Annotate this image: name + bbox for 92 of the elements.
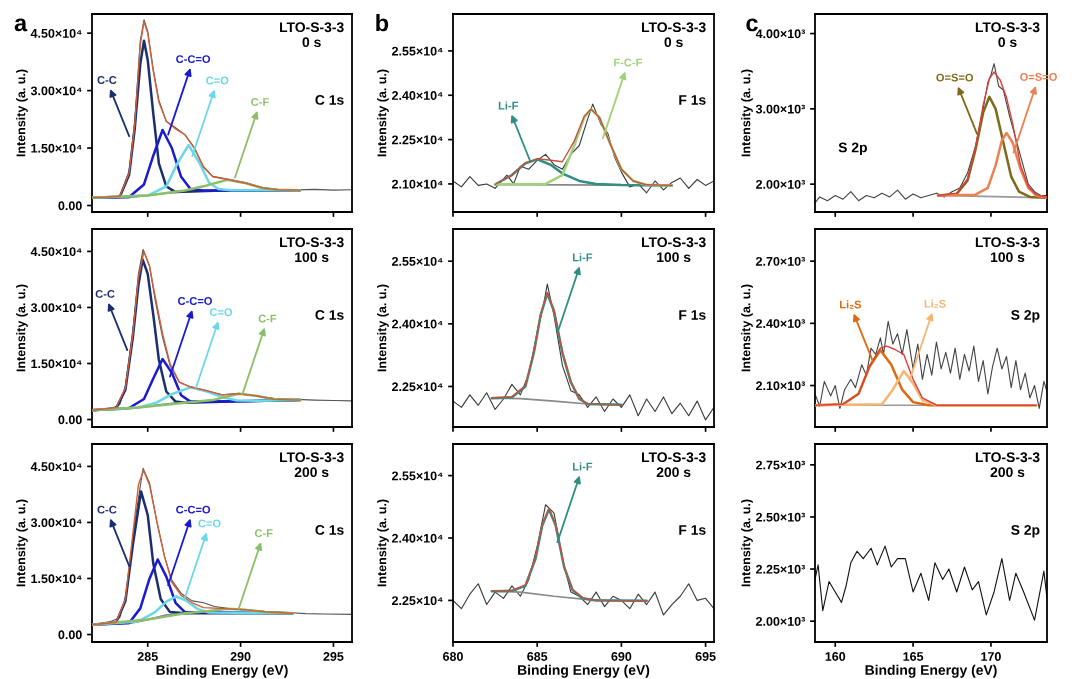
- y-tick-label: 2.10×10⁴: [392, 179, 443, 189]
- x-tick-label: 160: [825, 652, 846, 661]
- x-tick-label: 685: [527, 652, 548, 661]
- annotation: Li-F: [572, 462, 593, 471]
- y-tick-label: 2.25×10³: [756, 564, 806, 574]
- annotation: C=O: [206, 76, 229, 85]
- y-axis-title: Intensity (a. u.): [377, 499, 389, 587]
- y-axis-title: Intensity (a. u.): [377, 284, 389, 372]
- y-tick-label: 2.55×10⁴: [392, 471, 443, 481]
- y-axis-title: Intensity (a. u.): [741, 284, 753, 372]
- annotation: F 1s: [679, 310, 706, 320]
- annotation: O=S=O: [936, 73, 974, 82]
- annotation: C 1s: [315, 310, 344, 320]
- annotation: LTO-S-3-3 200 s: [642, 452, 706, 478]
- y-tick-label: 2.40×10³: [756, 319, 806, 328]
- annotation: LTO-S-3-3 0 s: [975, 22, 1040, 48]
- y-tick-label: 2.55×10⁴: [392, 46, 443, 56]
- annotation: Li-F: [498, 101, 519, 110]
- x-axis-title: Binding Energy (eV): [156, 664, 288, 678]
- x-tick-label: 695: [695, 652, 716, 661]
- y-tick-label: 2.10×10³: [756, 381, 806, 391]
- x-tick-label: 285: [137, 652, 158, 661]
- annotation: S 2p: [1011, 525, 1040, 538]
- chart-title: a: [14, 18, 28, 32]
- y-tick-label: 4.50×10⁴: [30, 28, 82, 38]
- annotation: LTO-S-3-3 100 s: [975, 237, 1040, 263]
- annotation: F 1s: [679, 95, 706, 105]
- y-tick-label: 4.50×10⁴: [30, 247, 82, 257]
- y-tick-label: 2.40×10⁴: [392, 533, 443, 543]
- y-tick-label: 2.25×10⁴: [392, 596, 443, 606]
- annotation: C-C=O: [178, 297, 212, 305]
- chart-title: b: [376, 14, 389, 32]
- annotation: LTO-S-3-3 0 s: [642, 22, 706, 48]
- annotation: C-F: [258, 314, 277, 323]
- annotation: S 2p: [1011, 310, 1040, 323]
- y-tick-label: 0.00: [58, 630, 82, 640]
- y-tick-label: 1.50×10⁴: [31, 359, 82, 369]
- annotation: C-C: [97, 76, 117, 84]
- y-tick-label: 2.25×10⁴: [392, 135, 443, 145]
- y-tick-label: 2.00×10³: [756, 179, 806, 189]
- y-tick-label: 0.00: [58, 415, 82, 425]
- annotation: C 1s: [315, 525, 344, 535]
- annotation: C-C=O: [176, 55, 211, 63]
- y-tick-label: 2.00×10³: [756, 616, 806, 626]
- y-tick-label: 2.40×10⁴: [392, 91, 443, 100]
- y-tick-label: 1.50×10⁴: [31, 574, 82, 584]
- y-tick-label: 2.75×10³: [756, 460, 806, 470]
- y-tick-label: 1.50×10⁴: [31, 143, 82, 153]
- y-tick-label: 2.50×10³: [756, 512, 806, 522]
- annotation: C=O: [209, 308, 233, 317]
- annotation: Li₂S: [840, 300, 862, 309]
- y-tick-label: 2.40×10⁴: [392, 319, 443, 329]
- annotation: C-C: [97, 505, 117, 514]
- x-axis-title: Binding Energy (eV): [518, 664, 650, 678]
- annotation: LTO-S-3-3 200 s: [975, 452, 1040, 478]
- annotation: F 1s: [679, 525, 706, 535]
- y-tick-label: 3.00×10⁴: [30, 303, 82, 313]
- annotation: C-F: [251, 98, 269, 106]
- y-axis-title: Intensity (a. u.): [16, 499, 28, 587]
- annotation: F-C-F: [614, 58, 642, 67]
- y-tick-label: 3.00×10⁴: [30, 86, 82, 96]
- annotation: LTO-S-3-3 200 s: [280, 452, 344, 478]
- y-tick-label: 2.25×10⁴: [392, 382, 443, 392]
- y-tick-label: 3.00×10³: [755, 104, 806, 114]
- annotation: LTO-S-3-3 0 s: [280, 22, 344, 48]
- x-tick-label: 170: [981, 652, 1001, 661]
- annotation: Li₂S: [924, 299, 946, 308]
- x-tick-label: 165: [903, 652, 924, 661]
- y-axis-title: Intensity (a. u.): [741, 499, 753, 587]
- y-tick-label: 0.00: [58, 201, 82, 211]
- annotation: LTO-S-3-3 100 s: [280, 237, 344, 263]
- annotation: C 1s: [315, 95, 344, 105]
- annotation: Li-F: [572, 253, 593, 262]
- y-axis-title: Intensity (a. u.): [741, 69, 753, 157]
- y-axis-title: Intensity (a. u.): [16, 284, 28, 372]
- annotation: C-C: [95, 289, 115, 298]
- y-tick-label: 3.00×10⁴: [30, 518, 82, 528]
- x-tick-label: 295: [323, 652, 344, 661]
- x-tick-label: 680: [443, 652, 463, 661]
- annotation: LTO-S-3-3 100 s: [642, 237, 706, 263]
- y-tick-label: 2.70×10³: [756, 256, 806, 266]
- y-tick-label: 4.50×10⁴: [30, 462, 82, 472]
- annotation: C=O: [198, 519, 221, 528]
- annotation: C-F: [254, 529, 273, 538]
- annotation: C-C=O: [176, 505, 211, 514]
- x-tick-label: 290: [230, 652, 251, 661]
- y-tick-label: 2.55×10⁴: [392, 256, 443, 266]
- x-tick-label: 690: [611, 652, 632, 661]
- y-axis-title: Intensity (a. u.): [16, 69, 28, 157]
- x-axis-title: Binding Energy (eV): [865, 664, 997, 678]
- y-axis-title: Intensity (a. u.): [377, 69, 389, 157]
- annotation: S 2p: [838, 142, 867, 156]
